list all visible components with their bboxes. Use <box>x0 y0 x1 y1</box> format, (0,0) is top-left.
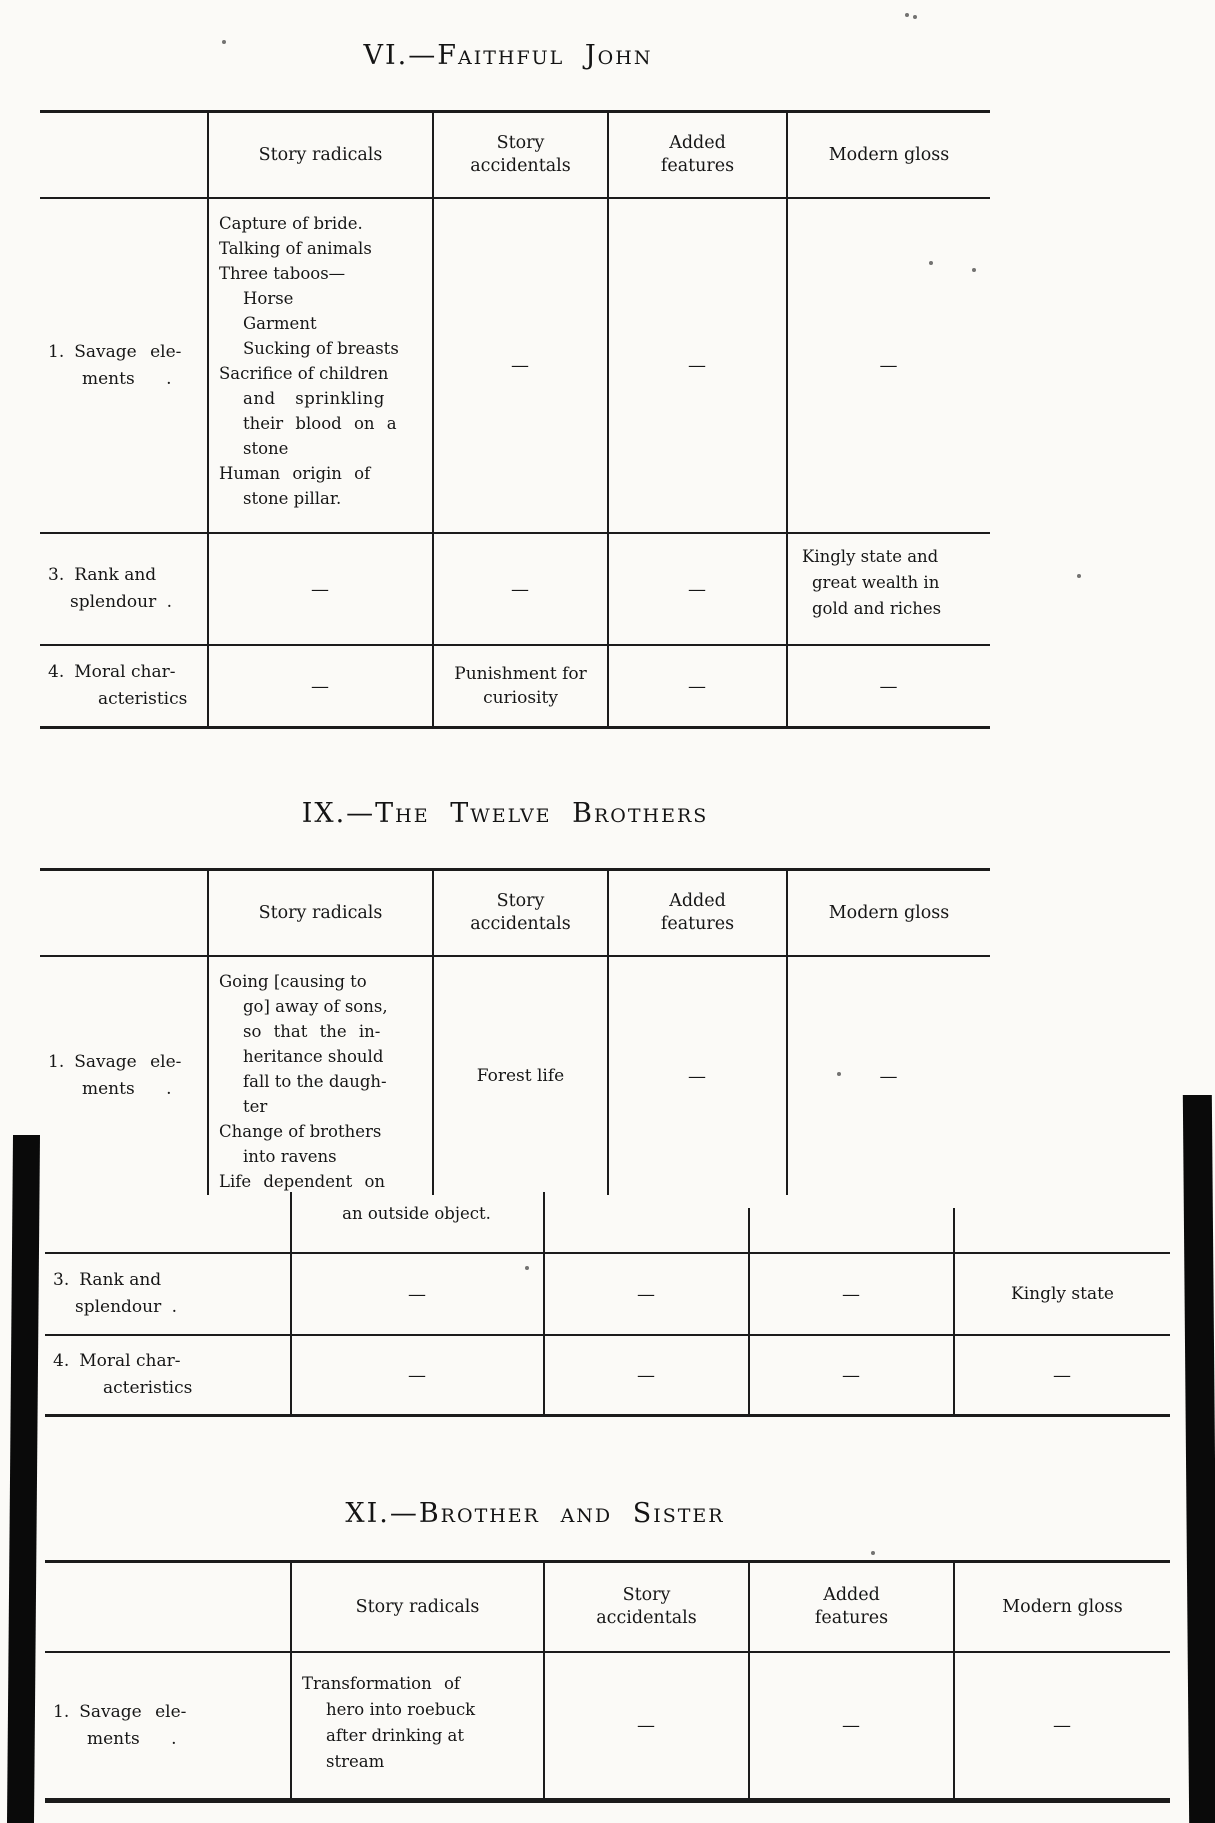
cell-story-radicals-dash: — <box>290 1254 543 1334</box>
table-line-fragment <box>953 1208 955 1252</box>
table-twelve-brothers-lower: 3. Rank and splendour . — — — Kingly stat… <box>45 1252 1170 1417</box>
cell-modern-gloss: Kingly state and great wealth in gold an… <box>786 532 990 644</box>
cell-story-radicals-dash: — <box>207 644 432 726</box>
cell-modern-gloss-dash: — <box>786 197 990 532</box>
cell-story-radicals: Transformation of hero into roebuck afte… <box>290 1651 543 1798</box>
row-label-savage-elements: 1. Savage ele- ments . <box>40 197 207 532</box>
column-header-story-accidentals: Story accidentals <box>432 113 607 197</box>
column-header-blank <box>45 1563 290 1651</box>
scan-speck <box>1077 574 1081 578</box>
cell-story-radicals: Capture of bride. Talking of animals Thr… <box>207 197 432 532</box>
column-header-story-radicals: Story radicals <box>290 1563 543 1651</box>
scan-seam: an outside object. <box>45 1192 1170 1252</box>
row-label-rank-and-splendour: 3. Rank and splendour . <box>53 1270 178 1317</box>
scan-speck <box>905 13 909 17</box>
table-brother-and-sister: Story radicals Story accidentals Added f… <box>45 1560 1170 1803</box>
cell-added-features-dash: — <box>607 955 786 1195</box>
cell-added-features-dash: — <box>607 532 786 644</box>
column-header-modern-gloss: Modern gloss <box>953 1563 1170 1651</box>
section-title-brother-and-sister: XI.—Brother and Sister <box>345 1498 725 1529</box>
cell-added-features-dash: — <box>748 1334 953 1414</box>
cell-added-features-dash: — <box>607 644 786 726</box>
column-header-blank <box>40 871 207 955</box>
cell-story-accidentals-dash: — <box>543 1254 748 1334</box>
column-header-modern-gloss: Modern gloss <box>786 871 990 955</box>
column-header-added-features: Added features <box>607 871 786 955</box>
column-header-story-radicals: Story radicals <box>207 871 432 955</box>
cell-story-accidentals-dash: — <box>432 532 607 644</box>
column-header-story-radicals: Story radicals <box>207 113 432 197</box>
cell-modern-gloss-dash: — <box>953 1651 1170 1798</box>
cell-story-accidentals: Forest life <box>432 955 607 1195</box>
scan-speck <box>913 15 917 19</box>
table-faithful-john: Story radicals Story accidentals Added f… <box>40 110 990 729</box>
row-label-rank-and-splendour: 3. Rank and splendour . <box>40 532 207 644</box>
cell-modern-gloss-dash: — <box>786 955 990 1195</box>
table-line-fragment <box>543 1192 545 1252</box>
row-label-moral-characteristics: 4. Moral char- acteristics <box>40 644 207 726</box>
cell-modern-gloss: Kingly state <box>953 1254 1170 1334</box>
cell-added-features-dash: — <box>748 1254 953 1334</box>
column-header-story-accidentals: Story accidentals <box>432 871 607 955</box>
cell-modern-gloss-dash: — <box>786 644 990 726</box>
cell-story-radicals-continued: an outside object. <box>342 1204 491 1223</box>
cell-story-accidentals: Punishment for curiosity <box>432 644 607 726</box>
cell-story-radicals: Going [causing to go] away of sons, so t… <box>207 955 432 1195</box>
column-header-blank <box>40 113 207 197</box>
scan-speck <box>525 1266 529 1270</box>
row-label-savage-elements: 1. Savage ele- ments . <box>40 955 207 1195</box>
table-twelve-brothers-upper: Story radicals Story accidentals Added f… <box>40 868 990 1195</box>
section-title-twelve-brothers: IX.—The Twelve Brothers <box>301 798 709 829</box>
section-title-faithful-john: VI.—Faithful John <box>363 40 653 71</box>
cell-story-accidentals-dash: — <box>432 197 607 532</box>
scan-border-bar-right <box>1182 1095 1215 1823</box>
table-line-fragment <box>290 1192 292 1252</box>
scan-speck <box>222 40 226 44</box>
column-header-story-accidentals: Story accidentals <box>543 1563 748 1651</box>
table-line-fragment <box>748 1208 750 1252</box>
cell-story-radicals-dash: — <box>290 1334 543 1414</box>
scan-speck <box>972 268 976 272</box>
row-label-moral-characteristics: 4. Moral char- acteristics <box>45 1334 290 1414</box>
cell-modern-gloss-dash: — <box>953 1334 1170 1414</box>
column-header-modern-gloss: Modern gloss <box>786 113 990 197</box>
scan-speck <box>929 261 933 265</box>
scan-speck <box>871 1551 875 1555</box>
column-header-added-features: Added features <box>748 1563 953 1651</box>
cell-story-accidentals-dash: — <box>543 1651 748 1798</box>
row-label-savage-elements: 1. Savage ele- ments . <box>45 1651 290 1798</box>
cell-added-features-dash: — <box>607 197 786 532</box>
scan-border-bar-left <box>6 1135 41 1823</box>
cell-story-accidentals-dash: — <box>543 1334 748 1414</box>
cell-added-features-dash: — <box>748 1651 953 1798</box>
cell-story-radicals-dash: — <box>207 532 432 644</box>
column-header-added-features: Added features <box>607 113 786 197</box>
scan-speck <box>837 1072 841 1076</box>
